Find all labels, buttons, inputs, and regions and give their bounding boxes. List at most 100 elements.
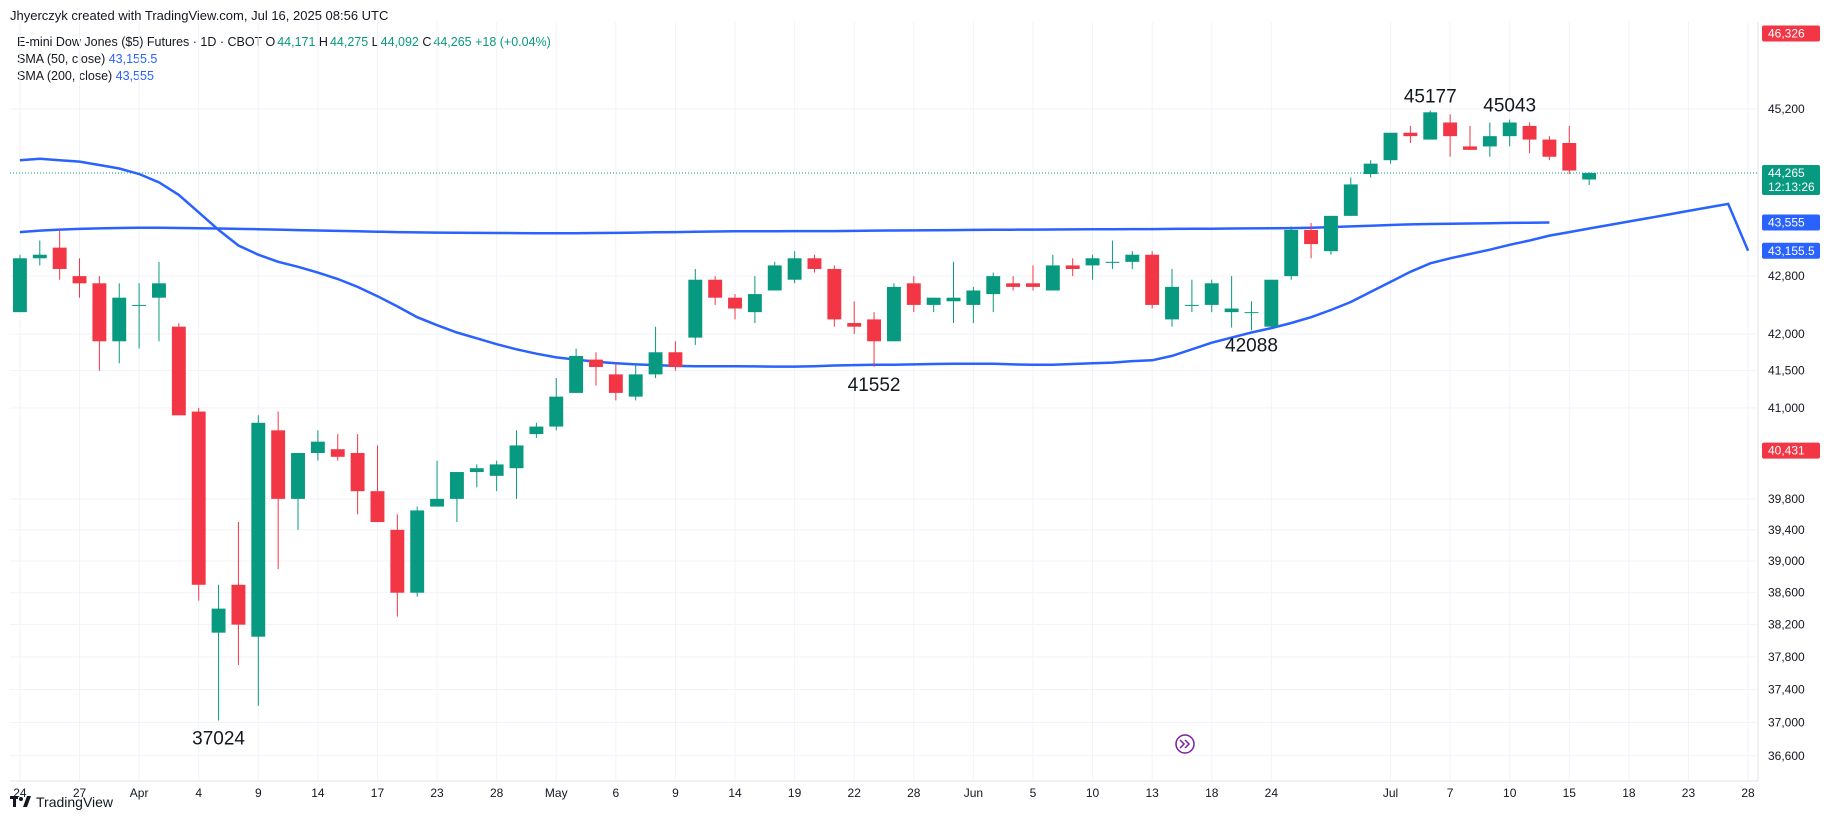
price-badge: 43,155.5 — [1762, 242, 1820, 259]
candle-body — [171, 326, 186, 416]
candle — [1482, 122, 1497, 157]
close-key: C — [422, 35, 432, 49]
tradingview-brand[interactable]: TradingView — [10, 794, 113, 810]
sma50-value: 43,155.5 — [108, 52, 158, 66]
candle — [926, 297, 941, 313]
candle-body — [350, 453, 365, 492]
candle-body — [291, 453, 305, 499]
candle-body — [12, 258, 27, 313]
sma200-label: SMA (200, close) — [17, 69, 113, 83]
candle — [986, 272, 1001, 313]
candle-body — [231, 584, 246, 625]
price-annotation: 37024 — [192, 728, 245, 749]
candle — [12, 254, 27, 313]
y-tick-label: 42,800 — [1768, 269, 1805, 283]
y-tick-label: 37,800 — [1768, 650, 1805, 664]
candle-body — [1244, 312, 1259, 314]
candle — [1026, 265, 1040, 291]
chart-legend: E-mini Dow Jones ($5) Futures · 1D · CBO… — [17, 34, 551, 85]
sma200-line — [19, 221, 1550, 235]
candle-body — [867, 319, 882, 342]
sma200-value: 43,555 — [115, 69, 154, 83]
candle — [1343, 177, 1358, 216]
candle — [628, 363, 643, 401]
candle-body — [449, 472, 464, 499]
legend-symbol-row[interactable]: E-mini Dow Jones ($5) Futures · 1D · CBO… — [17, 34, 551, 51]
x-tick-label: 13 — [1145, 786, 1159, 800]
x-tick-label: 18 — [1622, 786, 1636, 800]
y-tick-label: 39,400 — [1768, 523, 1805, 537]
candle — [1085, 254, 1100, 280]
y-tick-label: 45,200 — [1768, 102, 1805, 116]
price-badge-label: 43,555 — [1768, 216, 1805, 230]
legend-sma200-row[interactable]: SMA (200, close) 43,555 — [17, 68, 551, 85]
price-badge-countdown: 12:13:26 — [1768, 180, 1815, 194]
price-badge-bg — [1762, 164, 1820, 195]
x-tick-label: Jul — [1383, 786, 1398, 800]
candle-body — [1423, 112, 1438, 140]
candle — [906, 276, 921, 313]
candle — [1522, 122, 1537, 154]
high-value: 44,275 — [329, 35, 369, 49]
candle — [827, 265, 842, 327]
candle — [132, 283, 147, 349]
legend-sma50-row[interactable]: SMA (50, close) 43,155.5 — [17, 51, 551, 68]
low-key: L — [371, 35, 379, 49]
x-tick-label: 6 — [612, 786, 619, 800]
sma50-line — [19, 157, 1750, 368]
candle — [589, 352, 603, 386]
price-badge-label: 46,326 — [1768, 26, 1805, 40]
candle-body — [1105, 261, 1120, 263]
candle-body — [1482, 136, 1497, 147]
candle — [648, 326, 663, 379]
candle-body — [509, 445, 524, 469]
candle — [1105, 240, 1120, 269]
candle-body — [847, 323, 862, 327]
candle — [449, 472, 464, 523]
candle-body — [1284, 229, 1299, 277]
candle-body — [1085, 258, 1100, 266]
price-badge: 40,431 — [1762, 442, 1820, 459]
candle — [271, 411, 286, 569]
price-badge-label: 40,431 — [1768, 444, 1805, 458]
candle-body — [152, 283, 166, 298]
candle-body — [608, 374, 623, 393]
y-tick-label: 36,600 — [1768, 749, 1805, 763]
candle-body — [668, 352, 683, 367]
candle-body — [430, 498, 445, 507]
candle-body — [251, 422, 266, 637]
high-key: H — [318, 35, 328, 49]
candle — [52, 229, 67, 280]
y-tick-label: 38,600 — [1768, 586, 1805, 600]
change-value: +18 (+0.04%) — [475, 35, 551, 49]
x-tick-label: 18 — [1205, 786, 1219, 800]
candle — [211, 584, 226, 721]
candle-body — [271, 430, 286, 499]
price-badge: 43,555 — [1762, 214, 1820, 231]
candle — [92, 276, 107, 371]
candle — [688, 268, 703, 345]
candle — [1284, 226, 1299, 280]
go-to-realtime-icon[interactable] — [1175, 734, 1195, 754]
candle-body — [688, 279, 703, 338]
y-tick-label: 38,200 — [1768, 618, 1805, 632]
candle — [1244, 301, 1259, 331]
candle — [966, 286, 981, 324]
candle — [1423, 110, 1438, 140]
candle-body — [32, 254, 47, 259]
candlestick-chart[interactable]: 36,600 37,000 37,400 37,800 38,200 38,600 39,0… — [0, 0, 1835, 800]
x-tick-label: 4 — [195, 786, 202, 800]
x-tick-label: May — [545, 786, 568, 800]
x-tick-label: Apr — [130, 786, 149, 800]
x-tick-label: 15 — [1563, 786, 1577, 800]
candle — [608, 363, 623, 401]
candle-body — [807, 258, 822, 269]
candle-body — [906, 283, 921, 305]
candle-body — [569, 355, 584, 393]
x-tick-label: 28 — [490, 786, 504, 800]
candle — [1403, 125, 1418, 144]
tradingview-logo-icon — [10, 796, 31, 807]
candle-body — [728, 297, 742, 309]
candle-body — [1443, 122, 1458, 137]
candle — [1165, 268, 1179, 327]
